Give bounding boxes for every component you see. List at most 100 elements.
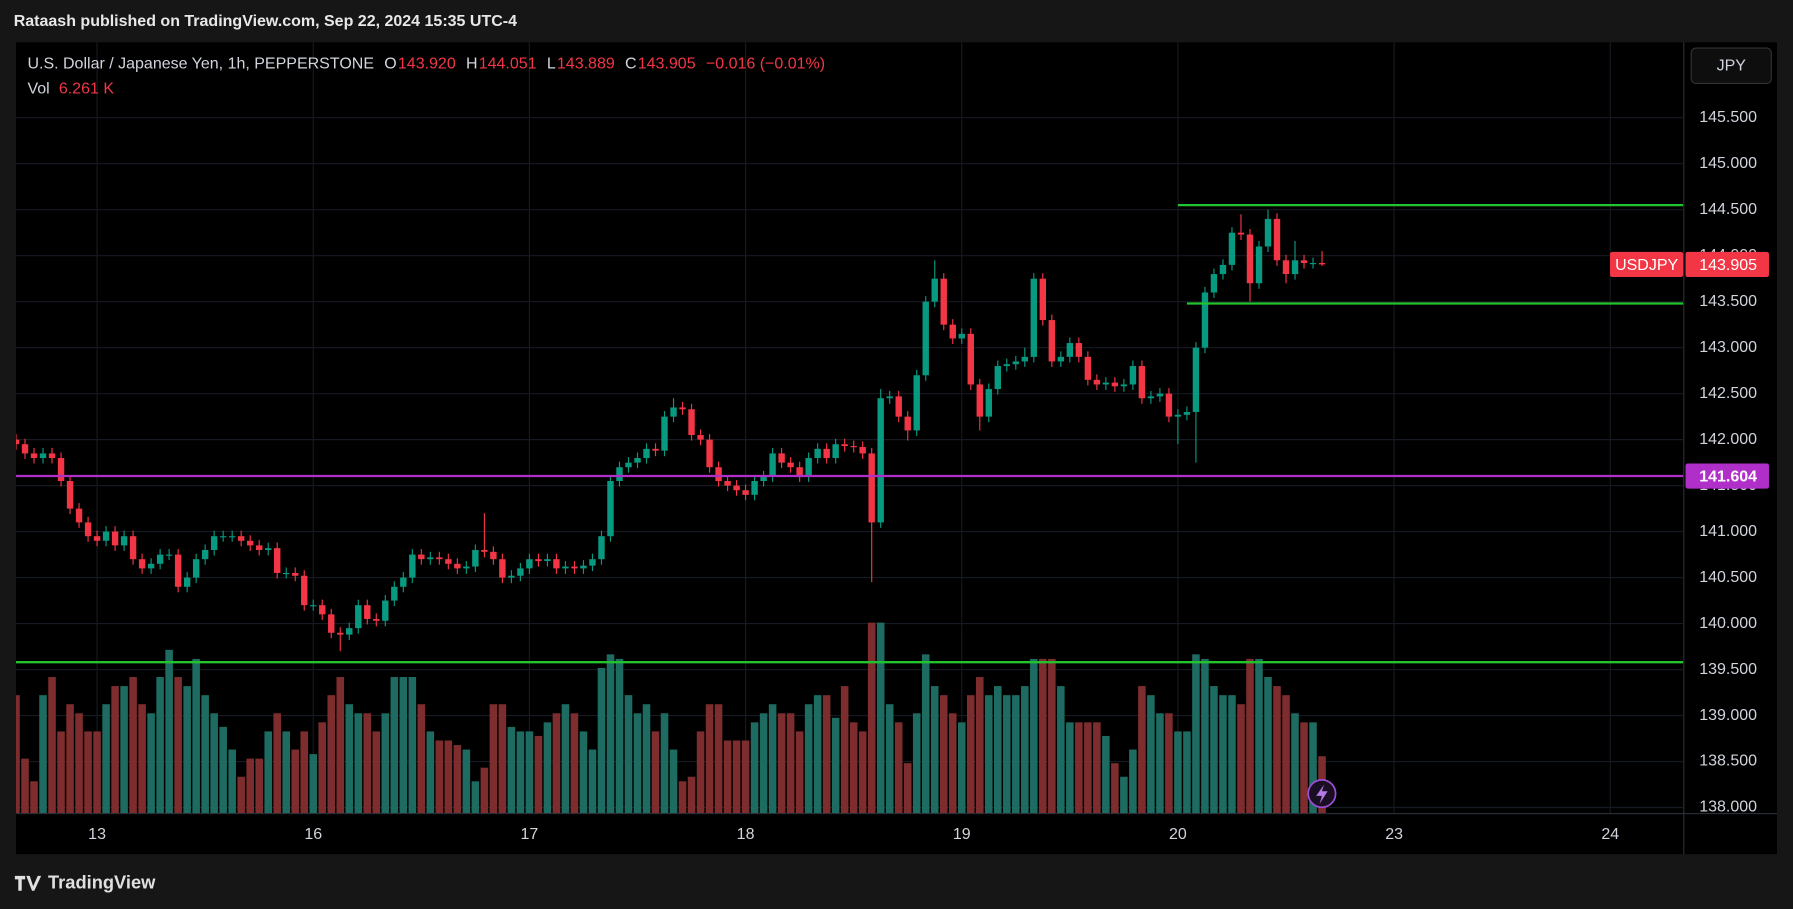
candle-body bbox=[841, 444, 848, 447]
candle-body bbox=[715, 467, 722, 482]
candle-body bbox=[409, 554, 416, 578]
candle-body bbox=[994, 366, 1001, 390]
candle-body bbox=[1291, 260, 1299, 275]
volume-legend-value: 6.261 K bbox=[59, 80, 114, 97]
candle-body bbox=[246, 540, 254, 546]
volume-bar bbox=[903, 763, 912, 814]
level-price-box bbox=[1685, 463, 1769, 489]
volume-bar bbox=[687, 776, 696, 814]
volume-bar bbox=[1138, 686, 1146, 814]
volume-bar bbox=[957, 722, 966, 814]
volume-bar bbox=[1228, 695, 1236, 814]
volume-bar bbox=[1102, 735, 1110, 814]
candle-body bbox=[418, 554, 425, 560]
volume-bar bbox=[444, 740, 453, 814]
candle-body bbox=[21, 444, 29, 454]
x-tick-label: 20 bbox=[1169, 826, 1187, 843]
y-tick-label: 143.000 bbox=[1699, 339, 1757, 356]
volume-bar bbox=[570, 713, 579, 814]
brand-name: TradingView bbox=[48, 872, 156, 893]
volume-bar bbox=[759, 713, 768, 814]
candle-body bbox=[373, 618, 380, 621]
volume-bar bbox=[921, 654, 930, 814]
candle-body bbox=[814, 448, 821, 459]
x-tick-label: 24 bbox=[1601, 826, 1619, 843]
volume-bar bbox=[1219, 695, 1227, 814]
legend-key: H bbox=[466, 55, 478, 72]
legend-title: U.S. Dollar / Japanese Yen, 1h, PEPPERST… bbox=[27, 55, 374, 72]
volume-bar bbox=[840, 686, 849, 814]
candle-body bbox=[274, 548, 281, 573]
candle-body bbox=[1264, 218, 1272, 247]
candle-body bbox=[120, 536, 128, 546]
candle-body bbox=[364, 605, 371, 619]
candle-body bbox=[210, 536, 218, 550]
candle-body bbox=[147, 563, 155, 569]
volume-bar bbox=[1246, 658, 1254, 814]
candle-body bbox=[328, 614, 335, 633]
volume-bar bbox=[642, 704, 651, 814]
candle-body bbox=[1120, 384, 1128, 387]
candle-body bbox=[1075, 343, 1083, 357]
legend-key: C bbox=[625, 55, 637, 72]
candle-body bbox=[319, 605, 326, 615]
volume-bar bbox=[408, 677, 417, 814]
volume-bar bbox=[994, 686, 1002, 814]
volume-bar bbox=[255, 758, 263, 814]
volume-bar bbox=[786, 713, 795, 814]
candle-body bbox=[174, 554, 182, 587]
candle-body bbox=[1309, 263, 1317, 265]
volume-bar bbox=[354, 713, 363, 814]
candle-body bbox=[985, 389, 992, 417]
candle-body bbox=[625, 462, 632, 468]
y-tick-label: 145.000 bbox=[1699, 155, 1757, 172]
volume-bar bbox=[1237, 704, 1245, 814]
y-tick-label: 139.000 bbox=[1699, 707, 1757, 724]
candle-body bbox=[1318, 263, 1326, 265]
brand-logo bbox=[14, 875, 42, 891]
volume-bar bbox=[624, 695, 633, 814]
volume-bar bbox=[48, 677, 56, 814]
candle-body bbox=[787, 462, 794, 468]
candle-body bbox=[589, 559, 596, 566]
volume-bar bbox=[462, 749, 471, 814]
axes: 138.000 138.500 139.000 139.500 140.000 140.5… bbox=[27, 55, 1769, 843]
candle-body bbox=[1219, 264, 1227, 275]
candle-body bbox=[301, 575, 308, 606]
volume-bar bbox=[426, 731, 435, 814]
candle-body bbox=[346, 628, 353, 635]
volume-bar bbox=[318, 722, 327, 814]
volume-bar bbox=[1192, 654, 1200, 814]
currency-button[interactable] bbox=[1690, 47, 1772, 85]
candle-body bbox=[553, 559, 560, 569]
candle-body bbox=[616, 467, 623, 482]
volume-bar bbox=[327, 695, 336, 814]
last-price-label: 143.905 bbox=[1699, 257, 1757, 274]
y-tick-label: 144.500 bbox=[1699, 201, 1757, 218]
candle-body bbox=[292, 572, 299, 576]
volume-bar bbox=[660, 713, 669, 814]
candle-body bbox=[436, 557, 443, 560]
candle-body bbox=[16, 439, 20, 445]
candle-body bbox=[643, 448, 650, 459]
candle-body bbox=[850, 446, 857, 448]
candle-body bbox=[949, 324, 956, 339]
candle-body bbox=[913, 375, 920, 431]
candle-body bbox=[138, 559, 146, 569]
volume-bar bbox=[741, 740, 750, 814]
candle-body bbox=[1201, 292, 1209, 348]
x-tick-label: 23 bbox=[1385, 826, 1403, 843]
volume-bar bbox=[282, 731, 290, 814]
candle-body bbox=[607, 481, 614, 537]
candle-body bbox=[165, 554, 173, 556]
volume-bar bbox=[985, 695, 993, 814]
volume-bar bbox=[669, 749, 678, 814]
candle-body bbox=[219, 536, 227, 538]
volume-bar bbox=[507, 726, 516, 814]
volume-bar bbox=[498, 704, 507, 814]
volume-bar bbox=[867, 622, 876, 814]
y-tick-label: 142.000 bbox=[1699, 431, 1757, 448]
candle-body bbox=[535, 559, 542, 562]
volume-bar bbox=[1111, 763, 1119, 814]
